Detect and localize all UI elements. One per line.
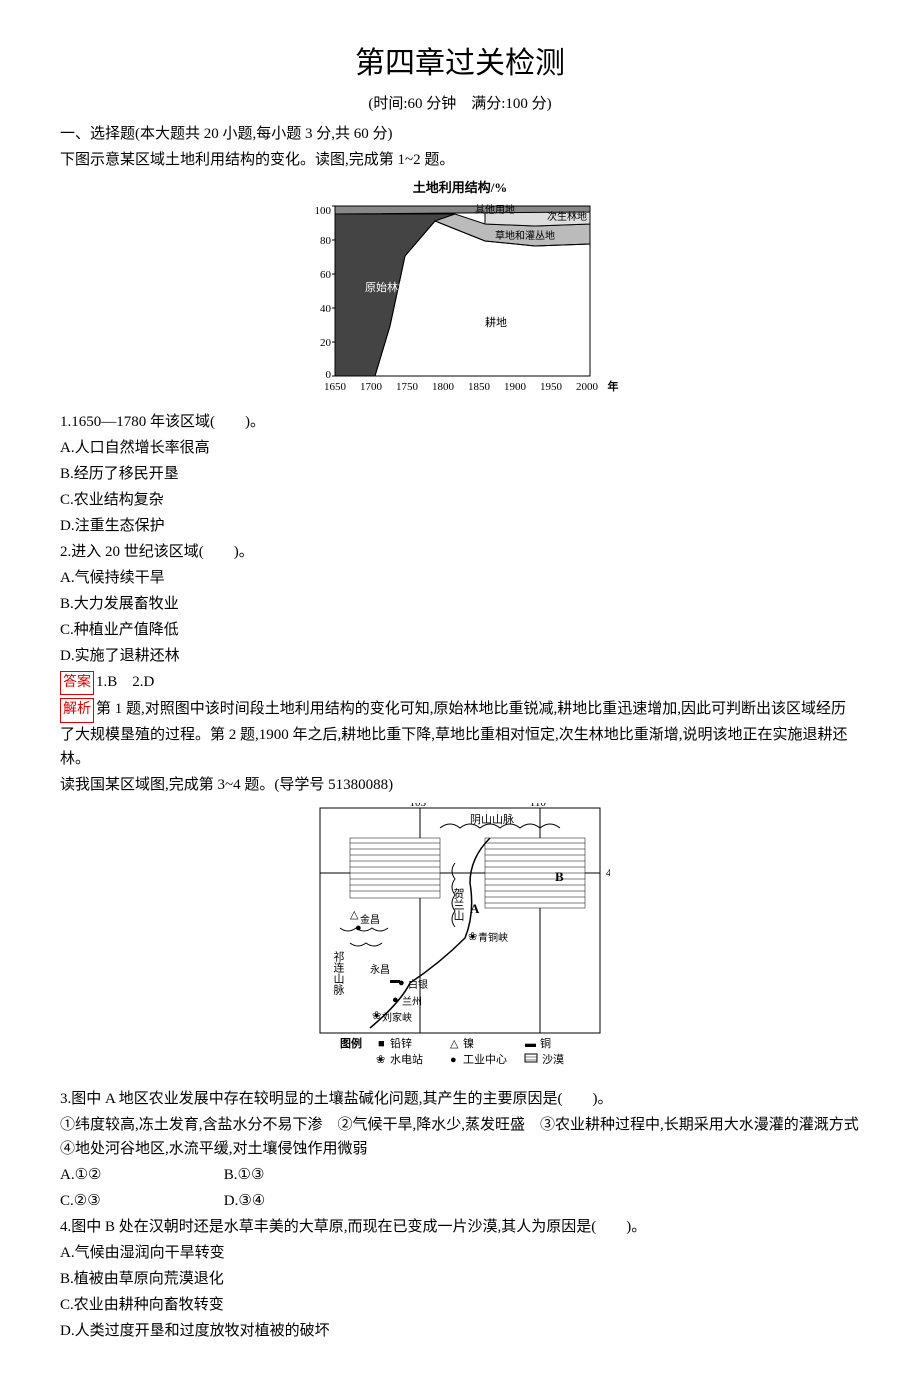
svg-text:1950: 1950	[540, 381, 563, 393]
chart-1-svg: 原始林地 耕地 草地和灌丛地 其他用地 次生林地 0 20 40 60 80 1…	[295, 201, 625, 396]
svg-text:▬: ▬	[525, 1038, 536, 1050]
map-figure: 105° 110° 40° 阴山山脉 贺兰山 A B 青铜峡 ❀ 金昌 △ ● …	[60, 803, 860, 1081]
intro-2: 读我国某区域图,完成第 3~4 题。(导学号 51380088)	[60, 773, 860, 797]
answer-12-text: 1.B 2.D	[96, 674, 154, 690]
svg-text:水电站: 水电站	[390, 1052, 423, 1066]
svg-text:兰州: 兰州	[402, 995, 422, 1008]
page-title: 第四章过关检测	[60, 40, 860, 88]
q2-a: A.气候持续干旱	[60, 566, 860, 590]
svg-text:工业中心: 工业中心	[463, 1053, 507, 1066]
svg-text:青铜峡: 青铜峡	[478, 931, 508, 944]
svg-text:1850: 1850	[468, 381, 491, 393]
svg-text:110°: 110°	[530, 803, 551, 809]
q4-c: C.农业由耕种向畜牧转变	[60, 1293, 860, 1317]
section-1-heading: 一、选择题(本大题共 20 小题,每小题 3 分,共 60 分)	[60, 122, 860, 146]
q1-d: D.注重生态保护	[60, 514, 860, 538]
explain-12-text: 第 1 题,对照图中该时间段土地利用结构的变化可知,原始林地比重锐减,耕地比重迅…	[60, 701, 848, 766]
svg-text:40: 40	[320, 303, 332, 315]
svg-text:▬: ▬	[390, 975, 400, 986]
svg-text:耕地: 耕地	[485, 315, 507, 329]
answer-label: 答案	[60, 671, 94, 695]
svg-text:1750: 1750	[396, 381, 419, 393]
q2-b: B.大力发展畜牧业	[60, 592, 860, 616]
q3-a: A.①②	[60, 1163, 220, 1187]
svg-text:草地和灌丛地: 草地和灌丛地	[495, 229, 555, 242]
svg-text:原始林地: 原始林地	[365, 280, 409, 294]
svg-text:其他用地: 其他用地	[475, 203, 515, 216]
q2-d: D.实施了退耕还林	[60, 644, 860, 668]
svg-text:白银: 白银	[408, 978, 428, 991]
intro-1: 下图示意某区域土地利用结构的变化。读图,完成第 1~2 题。	[60, 148, 860, 172]
svg-text:金昌: 金昌	[360, 913, 380, 926]
svg-text:次生林地: 次生林地	[547, 210, 587, 223]
svg-text:105°: 105°	[410, 803, 431, 809]
q1-c: C.农业结构复杂	[60, 488, 860, 512]
svg-text:镍: 镍	[463, 1036, 474, 1050]
svg-text:■: ■	[378, 1038, 385, 1050]
svg-text:铜: 铜	[540, 1036, 551, 1050]
explain-label: 解析	[60, 698, 94, 722]
svg-text:60: 60	[320, 269, 332, 281]
map-svg: 105° 110° 40° 阴山山脉 贺兰山 A B 青铜峡 ❀ 金昌 △ ● …	[310, 803, 610, 1073]
q4-d: D.人类过度开垦和过度放牧对植被的破坏	[60, 1319, 860, 1343]
svg-text:铅锌: 铅锌	[390, 1036, 412, 1050]
svg-text:1800: 1800	[432, 381, 455, 393]
q1-b: B.经历了移民开垦	[60, 462, 860, 486]
q1-a: A.人口自然增长率很高	[60, 436, 860, 460]
q3-stem: 3.图中 A 地区农业发展中存在较明显的土壤盐碱化问题,其产生的主要原因是( )…	[60, 1087, 860, 1111]
q1-stem: 1.1650—1780 年该区域( )。	[60, 410, 860, 434]
svg-text:年: 年	[608, 379, 619, 393]
svg-text:40°: 40°	[606, 867, 610, 879]
answer-12: 答案1.B 2.D	[60, 670, 860, 695]
q4-a: A.气候由湿润向干旱转变	[60, 1241, 860, 1265]
svg-text:●: ●	[450, 1054, 457, 1066]
svg-text:△: △	[350, 909, 359, 921]
svg-text:20: 20	[320, 337, 332, 349]
svg-text:0: 0	[326, 369, 332, 381]
svg-text:B: B	[555, 869, 564, 884]
svg-text:❀: ❀	[376, 1054, 385, 1066]
svg-text:1700: 1700	[360, 381, 383, 393]
svg-text:△: △	[450, 1038, 459, 1050]
q3-cd: C.②③ D.③④	[60, 1189, 860, 1213]
svg-text:100: 100	[315, 205, 332, 217]
svg-text:80: 80	[320, 235, 332, 247]
q2-c: C.种植业产值降低	[60, 618, 860, 642]
svg-text:❀: ❀	[468, 931, 477, 943]
svg-text:1650: 1650	[324, 381, 347, 393]
svg-text:2000: 2000	[576, 381, 599, 393]
explain-12: 解析第 1 题,对照图中该时间段土地利用结构的变化可知,原始林地比重锐减,耕地比…	[60, 697, 860, 770]
q3-opts: ①纬度较高,冻土发育,含盐水分不易下渗 ②气候干旱,降水少,蒸发旺盛 ③农业耕种…	[60, 1113, 860, 1161]
svg-text:沙漠: 沙漠	[542, 1053, 564, 1066]
q3-d: D.③④	[224, 1189, 384, 1213]
q2-stem: 2.进入 20 世纪该区域( )。	[60, 540, 860, 564]
q4-stem: 4.图中 B 处在汉朝时还是水草丰美的大草原,而现在已变成一片沙漠,其人为原因是…	[60, 1215, 860, 1239]
svg-text:1900: 1900	[504, 381, 527, 393]
svg-text:图例: 图例	[340, 1036, 362, 1050]
page-subtitle: (时间:60 分钟 满分:100 分)	[60, 92, 860, 116]
q3-c: C.②③	[60, 1189, 220, 1213]
chart-1-caption: 土地利用结构/%	[60, 178, 860, 199]
q4-b: B.植被由草原向荒漠退化	[60, 1267, 860, 1291]
q3-b: B.①③	[224, 1163, 384, 1187]
svg-text:永昌: 永昌	[370, 963, 390, 976]
svg-text:祁连山脉: 祁连山脉	[332, 949, 345, 994]
q3-ab: A.①② B.①③	[60, 1163, 860, 1187]
chart-1: 土地利用结构/% 原始林地 耕地 草地和灌丛地 其他用地 次生林地 0	[60, 178, 860, 404]
